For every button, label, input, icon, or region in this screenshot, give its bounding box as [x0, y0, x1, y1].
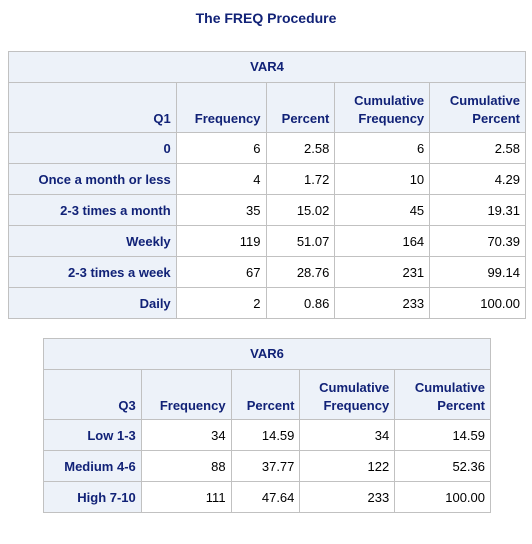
table-variable-title: VAR4 — [8, 51, 526, 83]
column-header-cumulative-percent: Cumulative Percent — [429, 82, 526, 133]
cumulative-percent-cell: 2.58 — [429, 132, 526, 164]
table-row: 0 6 2.58 6 2.58 — [8, 132, 526, 164]
column-header-cumulative-frequency: Cumulative Frequency — [334, 82, 431, 133]
column-header-cumulative-percent: Cumulative Percent — [394, 369, 491, 420]
cumulative-frequency-cell: 233 — [299, 481, 396, 513]
frequency-cell: 2 — [175, 287, 267, 319]
cumulative-percent-cell: 14.59 — [394, 419, 491, 451]
percent-cell: 0.86 — [265, 287, 336, 319]
row-label: Once a month or less — [8, 163, 177, 195]
cumulative-frequency-cell: 231 — [334, 256, 431, 288]
frequency-cell: 119 — [175, 225, 267, 257]
row-label: Daily — [8, 287, 177, 319]
table-variable-title: VAR6 — [43, 338, 491, 370]
cumulative-percent-cell: 99.14 — [429, 256, 526, 288]
column-header-cumulative-frequency: Cumulative Frequency — [299, 369, 396, 420]
table-row: Daily 2 0.86 233 100.00 — [8, 287, 526, 319]
column-header-frequency: Frequency — [140, 369, 232, 420]
percent-cell: 47.64 — [230, 481, 301, 513]
row-label: 2-3 times a week — [8, 256, 177, 288]
frequency-cell: 111 — [140, 481, 232, 513]
cumulative-frequency-cell: 45 — [334, 194, 431, 226]
cumulative-frequency-cell: 10 — [334, 163, 431, 195]
column-header-percent: Percent — [265, 82, 336, 133]
percent-cell: 14.59 — [230, 419, 301, 451]
column-header-variable: Q3 — [43, 369, 142, 420]
row-label: 0 — [8, 132, 177, 164]
frequency-cell: 88 — [140, 450, 232, 482]
cumulative-percent-cell: 100.00 — [429, 287, 526, 319]
table-row: Medium 4-6 88 37.77 122 52.36 — [43, 450, 491, 482]
frequency-cell: 4 — [175, 163, 267, 195]
cumulative-percent-cell: 100.00 — [394, 481, 491, 513]
percent-cell: 51.07 — [265, 225, 336, 257]
frequency-cell: 35 — [175, 194, 267, 226]
table-row: 2-3 times a month 35 15.02 45 19.31 — [8, 194, 526, 226]
procedure-title: The FREQ Procedure — [195, 10, 337, 26]
column-header-frequency: Frequency — [175, 82, 267, 133]
cumulative-frequency-cell: 164 — [334, 225, 431, 257]
frequency-table-var4: VAR4 Q1 Frequency Percent Cumulative Fre… — [8, 51, 526, 319]
row-label: High 7-10 — [43, 481, 142, 513]
cumulative-percent-cell: 52.36 — [394, 450, 491, 482]
frequency-cell: 34 — [140, 419, 232, 451]
column-header-variable: Q1 — [8, 82, 177, 133]
table-row: Low 1-3 34 14.59 34 14.59 — [43, 419, 491, 451]
cumulative-frequency-cell: 6 — [334, 132, 431, 164]
frequency-table-var6: VAR6 Q3 Frequency Percent Cumulative Fre… — [43, 338, 491, 513]
table-row: 2-3 times a week 67 28.76 231 99.14 — [8, 256, 526, 288]
cumulative-percent-cell: 19.31 — [429, 194, 526, 226]
table-row: High 7-10 111 47.64 233 100.00 — [43, 481, 491, 513]
table-row: Weekly 119 51.07 164 70.39 — [8, 225, 526, 257]
frequency-cell: 67 — [175, 256, 267, 288]
row-label: Weekly — [8, 225, 177, 257]
cumulative-frequency-cell: 233 — [334, 287, 431, 319]
percent-cell: 28.76 — [265, 256, 336, 288]
frequency-cell: 6 — [175, 132, 267, 164]
row-label: 2-3 times a month — [8, 194, 177, 226]
cumulative-frequency-cell: 122 — [299, 450, 396, 482]
table-row: Once a month or less 4 1.72 10 4.29 — [8, 163, 526, 195]
row-label: Low 1-3 — [43, 419, 142, 451]
cumulative-percent-cell: 4.29 — [429, 163, 526, 195]
percent-cell: 15.02 — [265, 194, 336, 226]
row-label: Medium 4-6 — [43, 450, 142, 482]
cumulative-frequency-cell: 34 — [299, 419, 396, 451]
column-header-percent: Percent — [230, 369, 301, 420]
cumulative-percent-cell: 70.39 — [429, 225, 526, 257]
percent-cell: 1.72 — [265, 163, 336, 195]
percent-cell: 37.77 — [230, 450, 301, 482]
percent-cell: 2.58 — [265, 132, 336, 164]
